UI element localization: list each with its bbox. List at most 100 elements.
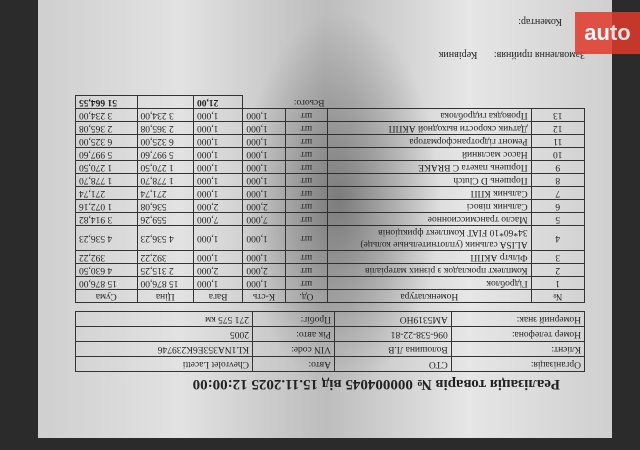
row-number: 1 [531, 276, 585, 290]
sum: 392,22 [75, 250, 138, 264]
weight: 7,000 [193, 212, 243, 226]
sum: 15 876,00 [75, 276, 138, 290]
row-number: 3 [531, 250, 585, 264]
total-row: Всього: 21,00 51 664,55 [75, 95, 585, 109]
accepted-value: Керівник [438, 49, 478, 60]
price: 559,26 [137, 212, 194, 226]
weight: 1,000 [193, 173, 243, 187]
item-name: Датчик скорости выходной АКПП [327, 121, 532, 135]
unit: шт [285, 108, 328, 122]
unit: шт [285, 276, 328, 290]
row-number: 2 [531, 263, 585, 277]
document-title: Реалізація товарів № 000004045 від 15.11… [192, 376, 560, 392]
price: 5 997,60 [137, 147, 194, 161]
row-number: 7 [531, 186, 585, 200]
quantity: 1,000 [242, 225, 286, 251]
unit: шт [285, 212, 328, 226]
info-label: Клієнт: [451, 341, 585, 357]
unit: шт [285, 121, 328, 135]
weight: 1,000 [193, 250, 243, 264]
weight: 1,000 [193, 186, 243, 200]
item-name: Проводка гидроблока [327, 108, 532, 122]
unit: шт [285, 225, 328, 251]
column-header: Вага [193, 289, 243, 303]
table-row: 9 Поршень пакета C BRAKE шт 1,000 1,000 1 270… [75, 160, 585, 174]
column-header: № [531, 289, 585, 303]
quantity: 1,000 [242, 173, 286, 187]
column-header: Ціна [137, 289, 194, 303]
weight: 1,000 [193, 160, 243, 174]
quantity: 1,000 [242, 250, 286, 264]
quantity: 1,000 [242, 147, 286, 161]
column-header: Од. [285, 289, 328, 303]
info-row: Клієнт: Волошина Л.В VIN code: KL1NA353E6K2… [75, 341, 585, 357]
price: 6 325,00 [137, 134, 194, 148]
info-value: AM5319HO [334, 311, 452, 327]
sum: 1 270,50 [75, 160, 138, 174]
sum: 271,74 [75, 186, 138, 200]
info-value: 271 575 км [75, 311, 253, 327]
weight: 1,000 [193, 108, 243, 122]
column-header: К-сть [242, 289, 286, 303]
table-row: 11 Ремонт гідротрансформатора шт 1,000 1,000… [75, 134, 585, 148]
item-name: Ремонт гідротрансформатора [327, 134, 532, 148]
table-row: 5 Масло трансмиссионное шт 7,000 7,000 559,26… [75, 212, 585, 226]
table-row: 3 Фільтр АКПП шт 1,000 1,000 392,22 392,22 [75, 250, 585, 264]
quantity: 1,000 [242, 276, 286, 290]
unit: шт [285, 250, 328, 264]
accepted-line: Замовлення прийняв: Керівник [439, 49, 585, 60]
item-name: ALISA сальник (уплотнительные кольце) 34… [327, 225, 532, 251]
table-header: № Номенклатура Од. К-сть Вага Ціна Сума [75, 289, 585, 303]
sum: 5 997,60 [75, 147, 138, 161]
unit: шт [285, 134, 328, 148]
item-name: Поршень D Clutch [327, 173, 532, 187]
unit: шт [285, 199, 328, 213]
weight: 2,000 [193, 199, 243, 213]
weight: 2,000 [193, 263, 243, 277]
info-value: Chevrolet Lacetti [75, 356, 253, 372]
price: 1 270,50 [137, 160, 194, 174]
table-row: 1 Гідроблок шт 1,000 1,000 15 876,00 15 876,00 [75, 276, 585, 290]
price: 2 315,25 [137, 263, 194, 277]
sum: 4 536,23 [75, 225, 138, 251]
unit: шт [285, 186, 328, 200]
row-number: 11 [531, 134, 585, 148]
price: 392,22 [137, 250, 194, 264]
quantity: 2,000 [242, 199, 286, 213]
item-name: Сальник КПП [327, 186, 532, 200]
sum: 3 234,00 [75, 108, 138, 122]
table-row: 2 Комплект прокладок з різних матеріалів ш… [75, 263, 585, 277]
row-number: 13 [531, 108, 585, 122]
info-table: Організація: СТО Авто: Chevrolet Lacetti Клі… [75, 311, 585, 372]
unit: шт [285, 173, 328, 187]
column-header: Сума [75, 289, 138, 303]
column-header: Номенклатура [327, 289, 532, 303]
item-name: Масло трансмиссионное [327, 212, 532, 226]
info-row: Номер телефона: 096-538-22-81 Рік авто: 200… [75, 326, 585, 342]
quantity: 1,000 [242, 160, 286, 174]
sum: 2 365,08 [75, 121, 138, 135]
info-label: Номер телефона: [451, 326, 585, 342]
item-name: Комплект прокладок з різних матеріалів [327, 263, 532, 277]
row-number: 12 [531, 121, 585, 135]
sum: 4 630,50 [75, 263, 138, 277]
weight: 1,000 [193, 147, 243, 161]
info-value: Волошина Л.В [334, 341, 452, 357]
quantity: 7,000 [242, 212, 286, 226]
comment-label: Коментар: [518, 16, 562, 27]
table-row: 6 Сальник півосі шт 2,000 2,000 536,08 1 072,1… [75, 199, 585, 213]
table-row: 7 Сальник КПП шт 1,000 1,000 271,74 271,74 [75, 186, 585, 200]
item-name: Фільтр АКПП [327, 250, 532, 264]
watermark-logo: auto [575, 12, 640, 54]
price: 2 365,08 [137, 121, 194, 135]
items-table: № Номенклатура Од. К-сть Вага Ціна Сума 1 Гідро… [75, 95, 585, 303]
info-row: Організація: СТО Авто: Chevrolet Lacetti [75, 356, 585, 372]
info-label: Рік авто: [252, 326, 335, 342]
unit: шт [285, 160, 328, 174]
quantity: 1,000 [242, 186, 286, 200]
total-label: Всього: [293, 96, 325, 107]
info-row: Номерний знак: AM5319HO Пробіг: 271 575 км [75, 311, 585, 327]
table-row: 10 Насос масляний шт 1,000 1,000 5 997,60 5 99… [75, 147, 585, 161]
price: 4 536,23 [137, 225, 194, 251]
